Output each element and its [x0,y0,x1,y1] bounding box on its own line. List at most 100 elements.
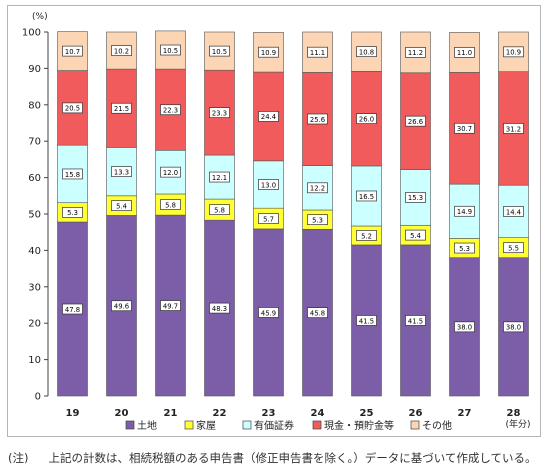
legend-swatch [410,420,420,430]
data-label-box [503,321,524,333]
data-label: 5.4 [116,202,127,210]
data-label-box [405,115,426,127]
x-axis-unit: (年分) [505,418,530,430]
x-tick-label: 22 [213,408,227,419]
data-label-box [454,321,475,333]
data-label-box [258,213,279,224]
data-label: 22.3 [163,107,178,115]
data-label: 12.2 [310,185,325,193]
data-label: 41.5 [359,317,374,325]
data-label-box [62,102,83,114]
data-label-box [405,47,426,58]
data-label-box [454,47,475,58]
data-label-box [111,102,132,114]
data-label-box [356,46,377,58]
data-label: 21.5 [114,105,129,113]
data-label-box [454,122,475,134]
footnote-text: 上記の計数は、相続税額のある申告書（修正申告書を除く。）データに基づいて作成して… [48,451,537,465]
data-label: 5.5 [508,244,519,252]
data-label-box [160,300,181,311]
y-tick-label: 50 [28,210,41,221]
data-label-box [307,214,328,225]
y-tick-label: 60 [28,173,41,184]
footnote: (注) 上記の計数は、相続税額のある申告書（修正申告書を除く。）データに基づいて作… [8,450,537,466]
data-label: 10.2 [114,47,129,55]
data-label-box [258,46,279,58]
data-label: 48.3 [212,305,227,313]
data-label: 5.8 [214,206,225,214]
data-label-box [62,45,83,57]
x-tick-label: 24 [311,408,325,419]
data-label-box [454,242,475,254]
data-label-box [209,302,230,314]
y-axis-unit: (%) [32,12,48,22]
data-label-box [307,307,328,318]
y-tick-label: 70 [28,137,41,148]
legend-swatch [312,420,322,430]
data-label: 5.4 [410,232,421,240]
y-tick-label: 90 [28,64,41,75]
y-tick-label: 30 [28,282,41,293]
data-label: 26.0 [359,115,374,123]
data-label-box [62,207,83,218]
data-label-box [160,166,181,178]
data-label: 10.8 [359,48,374,56]
data-label-box [62,303,83,315]
data-label-box [209,204,230,215]
x-tick-label: 25 [360,408,374,419]
data-label-box [503,242,524,254]
data-label: 14.9 [457,208,472,216]
legend-swatch [242,420,252,430]
data-label-box [160,104,181,116]
y-tick-label: 0 [35,392,41,403]
data-label-box [209,107,230,118]
data-label: 5.3 [67,209,78,217]
data-label: 49.7 [163,302,178,310]
x-tick-label: 26 [409,408,423,419]
data-label-box [209,171,230,183]
legend-label: その他 [422,419,452,432]
data-label: 13.0 [261,181,276,189]
data-label: 26.6 [408,118,423,126]
data-label: 41.5 [408,317,423,325]
data-label-box [111,166,132,177]
data-label-box [111,200,132,211]
data-label: 20.5 [65,105,80,113]
data-label: 10.9 [506,49,521,57]
data-label-box [307,113,328,125]
data-label-box [454,205,475,217]
data-label: 45.8 [310,309,325,317]
y-tick-label: 80 [28,100,41,111]
data-label: 25.6 [310,116,325,124]
legend-label: 現金・預貯金等 [324,419,394,432]
data-label: 38.0 [506,324,521,332]
x-tick-label: 23 [262,408,276,419]
data-label: 30.7 [457,125,472,133]
data-label: 38.0 [457,324,472,332]
data-label: 23.3 [212,109,227,117]
data-label: 10.9 [261,49,276,57]
data-label-box [503,123,524,134]
data-label: 11.1 [310,49,325,57]
data-label: 24.4 [261,113,276,121]
data-label: 5.8 [165,201,176,209]
data-label-box [111,45,132,56]
data-label: 5.2 [361,232,372,240]
data-label: 5.3 [312,216,323,224]
data-label-box [503,206,524,217]
data-label: 15.3 [408,194,423,202]
data-label: 47.8 [65,306,80,314]
data-label-box [356,190,377,202]
x-tick-label: 19 [66,408,80,419]
data-label-box [405,192,426,203]
data-label: 13.3 [114,168,129,176]
data-label: 15.8 [65,171,80,179]
data-label-box [356,315,377,326]
data-label: 11.0 [457,49,472,57]
data-label-box [111,300,132,312]
data-label: 16.5 [359,193,374,201]
data-label: 45.9 [261,309,276,317]
data-label-box [62,168,83,180]
x-tick-label: 21 [164,408,178,419]
data-label-box [503,46,524,58]
